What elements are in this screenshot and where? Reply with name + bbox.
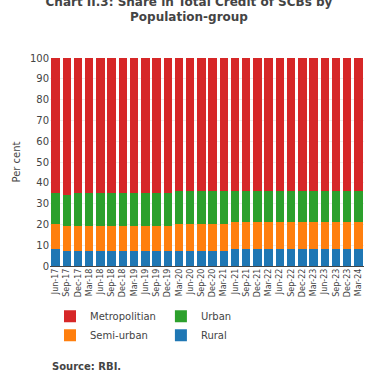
svg-text:Mar-21: Mar-21 xyxy=(219,269,228,297)
svg-text:Jun-17: Jun-17 xyxy=(51,269,60,296)
svg-text:Dec-23: Dec-23 xyxy=(343,269,352,298)
svg-text:Sep-22: Sep-22 xyxy=(287,269,296,297)
svg-text:Chart II.3: Share in Total Cre: Chart II.3: Share in Total Credit of SCB… xyxy=(46,0,333,24)
svg-text:Sep-21: Sep-21 xyxy=(242,269,251,297)
svg-text:0: 0 xyxy=(43,261,49,272)
svg-text:Sep-23: Sep-23 xyxy=(332,269,341,297)
svg-text:Mar-20: Mar-20 xyxy=(175,269,184,297)
svg-text:Mar-24: Mar-24 xyxy=(354,269,363,297)
svg-text:80: 80 xyxy=(36,94,49,105)
svg-text:Dec-22: Dec-22 xyxy=(298,269,307,298)
svg-text:Jun-20: Jun-20 xyxy=(186,269,195,296)
svg-text:60: 60 xyxy=(36,136,49,147)
svg-text:Jun-21: Jun-21 xyxy=(231,269,240,296)
svg-text:50: 50 xyxy=(36,157,49,168)
svg-text:Mar-18: Mar-18 xyxy=(85,269,94,297)
svg-text:Mar-22: Mar-22 xyxy=(264,269,273,297)
svg-text:Dec-18: Dec-18 xyxy=(118,269,127,298)
svg-text:30: 30 xyxy=(36,198,49,209)
svg-text:Metropolitian: Metropolitian xyxy=(90,311,156,322)
svg-text:Sep-18: Sep-18 xyxy=(107,269,116,297)
svg-text:20: 20 xyxy=(36,219,49,230)
svg-text:Jun-19: Jun-19 xyxy=(141,269,150,296)
svg-text:Mar-23: Mar-23 xyxy=(309,269,318,297)
svg-text:Dec-17: Dec-17 xyxy=(74,269,83,298)
svg-text:Jun-23: Jun-23 xyxy=(320,269,329,296)
svg-text:Sep-17: Sep-17 xyxy=(62,269,71,297)
svg-text:Mar-19: Mar-19 xyxy=(130,269,139,297)
svg-text:Urban: Urban xyxy=(201,311,231,322)
svg-text:Jun-18: Jun-18 xyxy=(96,269,105,296)
svg-text:Semi-urban: Semi-urban xyxy=(90,330,148,341)
svg-text:90: 90 xyxy=(36,73,49,84)
svg-text:Jun-22: Jun-22 xyxy=(275,269,284,296)
svg-text:Dec-21: Dec-21 xyxy=(253,269,262,298)
svg-text:Sep-20: Sep-20 xyxy=(197,269,206,297)
svg-text:Dec-20: Dec-20 xyxy=(208,269,217,298)
svg-text:Per cent: Per cent xyxy=(11,141,22,182)
svg-text:Source: RBI.: Source: RBI. xyxy=(52,361,121,372)
svg-text:100: 100 xyxy=(30,53,49,64)
svg-text:Rural: Rural xyxy=(201,330,227,341)
svg-text:Sep-19: Sep-19 xyxy=(152,269,161,297)
svg-text:10: 10 xyxy=(36,240,49,251)
svg-text:70: 70 xyxy=(36,115,49,126)
svg-text:Dec-19: Dec-19 xyxy=(163,269,172,298)
svg-text:40: 40 xyxy=(36,177,49,188)
